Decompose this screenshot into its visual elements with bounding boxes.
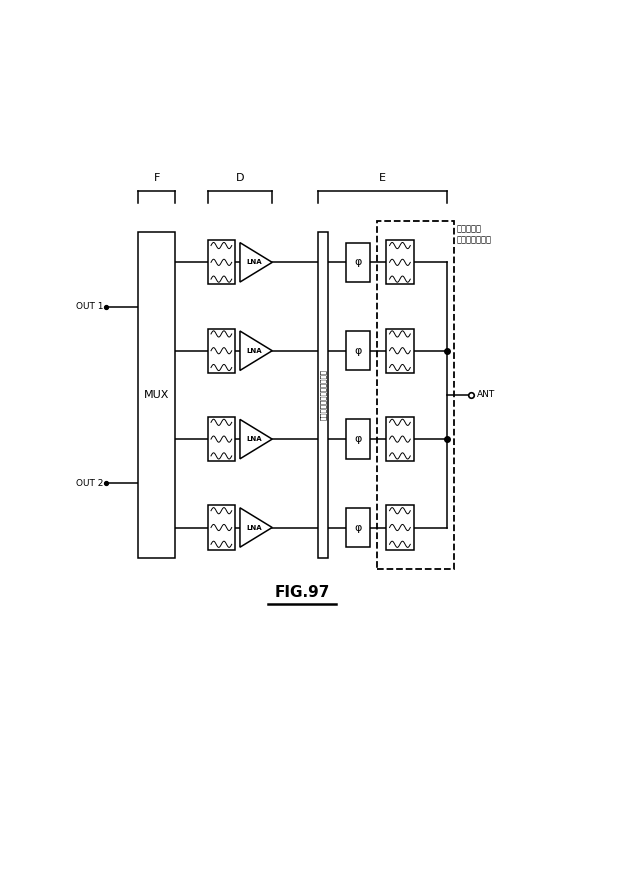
Bar (346, 331, 370, 371)
Bar (208, 417, 235, 461)
Text: OUT 1: OUT 1 (76, 302, 104, 311)
Text: スイッチングネットワーク: スイッチングネットワーク (320, 369, 326, 420)
Bar (387, 505, 413, 549)
Bar (346, 419, 370, 459)
Polygon shape (240, 419, 272, 459)
Bar (346, 243, 370, 282)
Bar (346, 508, 370, 547)
Polygon shape (240, 243, 272, 282)
Bar (317, 231, 328, 558)
Bar (208, 328, 235, 373)
Text: φ: φ (354, 257, 362, 268)
Text: FIG.97: FIG.97 (275, 585, 330, 600)
Bar (208, 240, 235, 284)
Bar (387, 328, 413, 373)
Text: LNA: LNA (246, 436, 262, 442)
Text: D: D (236, 173, 244, 183)
Bar (138, 231, 175, 558)
Polygon shape (240, 508, 272, 547)
Text: E: E (379, 173, 386, 183)
Text: MUX: MUX (144, 390, 170, 400)
Bar (208, 505, 235, 549)
Bar (378, 222, 454, 569)
Text: LNA: LNA (246, 525, 262, 531)
Bar (387, 240, 413, 284)
Text: ANT: ANT (477, 390, 495, 399)
Text: F: F (154, 173, 160, 183)
Text: φ: φ (354, 434, 362, 444)
Text: フィルタ／
マルチプレクサ: フィルタ／ マルチプレクサ (457, 224, 492, 244)
Bar (387, 417, 413, 461)
Text: LNA: LNA (246, 260, 262, 265)
Polygon shape (240, 331, 272, 371)
Text: LNA: LNA (246, 348, 262, 354)
Text: φ: φ (354, 523, 362, 532)
Text: φ: φ (354, 346, 362, 356)
Text: OUT 2: OUT 2 (76, 479, 104, 487)
